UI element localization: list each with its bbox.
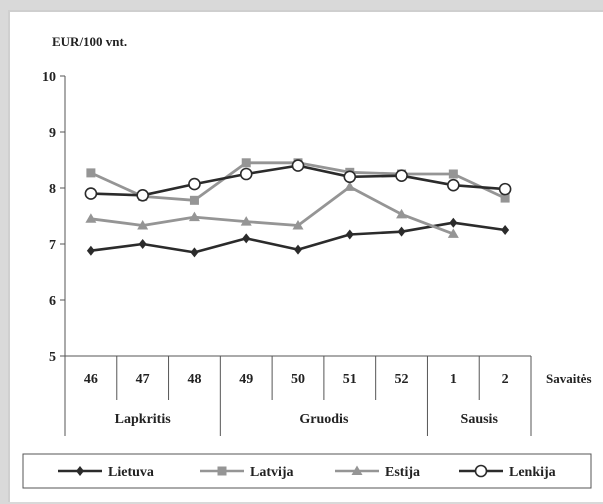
data-point-estija <box>188 211 200 222</box>
data-point-estija <box>396 208 408 219</box>
data-point-estija <box>85 213 97 223</box>
data-point-lenkija <box>291 159 305 172</box>
legend-marker-latvija <box>217 466 227 476</box>
y-axis-label: EUR/100 vnt. <box>52 34 127 49</box>
data-point-lenkija <box>188 177 201 191</box>
data-point-latvija <box>189 195 199 205</box>
x-tick-label: 1 <box>450 372 457 387</box>
legend-marker-estija <box>351 465 363 475</box>
month-label: Lapkritis <box>115 412 172 427</box>
series-lenkija <box>84 159 512 202</box>
x-tick-label: 48 <box>187 372 201 387</box>
data-point-estija <box>447 228 459 238</box>
data-point-estija <box>344 181 356 191</box>
x-tick-label: 51 <box>343 372 357 387</box>
data-point-lenkija <box>447 178 460 192</box>
x-tick-label: 46 <box>84 372 98 387</box>
y-tick-label: 7 <box>49 238 56 253</box>
x-tick-label: 49 <box>239 372 253 387</box>
month-label: Sausis <box>461 412 499 427</box>
data-point-lietuva <box>190 247 199 258</box>
data-point-lenkija <box>239 167 253 181</box>
series-layer <box>84 158 512 258</box>
line-chart: EUR/100 vnt. 5 6 7 8 9 10 46 47 48 49 50 51 52 1 2 Lapk… <box>22 34 592 489</box>
x-tick-label: 2 <box>502 372 509 387</box>
data-point-lenkija <box>84 187 98 200</box>
y-tick-label: 8 <box>49 182 56 197</box>
legend-item-lenkija: Lenkija <box>459 464 556 480</box>
data-point-lenkija <box>136 188 149 202</box>
legend-marker-lietuva <box>76 466 84 476</box>
series-estija <box>85 181 459 238</box>
data-point-estija <box>137 220 149 230</box>
y-tick-label: 5 <box>49 350 56 365</box>
data-point-lietuva <box>345 229 354 240</box>
y-tick-label: 10 <box>42 70 56 85</box>
legend-label-latvija: Latvija <box>250 465 294 480</box>
axes: 5 6 7 8 9 10 46 47 48 49 50 51 52 1 2 Lapkritis Gruodis S… <box>42 70 532 436</box>
data-point-lietuva <box>86 245 95 256</box>
legend-label-lietuva: Lietuva <box>108 465 154 480</box>
data-point-estija <box>240 216 252 226</box>
legend-marker-lenkija <box>474 464 488 478</box>
x-tick-label: 50 <box>291 372 305 387</box>
legend-item-estija: Estija <box>335 465 420 480</box>
data-point-lietuva <box>138 239 147 249</box>
data-point-lenkija <box>395 169 408 182</box>
legend-item-lietuva: Lietuva <box>58 465 154 480</box>
data-point-lietuva <box>501 225 510 235</box>
chart-frame: EUR/100 vnt. 5 6 7 8 9 10 46 47 48 49 50 51 52 1 2 Lapk… <box>8 10 603 502</box>
y-tick-label: 6 <box>49 294 56 309</box>
data-point-latvija <box>448 169 458 179</box>
data-point-lietuva <box>242 233 251 244</box>
series-lietuva <box>86 217 510 258</box>
data-point-latvija <box>241 158 251 168</box>
data-point-lietuva <box>294 244 302 255</box>
data-point-lietuva <box>397 226 406 237</box>
legend: Lietuva Latvija Estija Lenkija <box>22 453 592 489</box>
x-axis-label: Savaitės <box>546 371 592 386</box>
legend-item-latvija: Latvija <box>200 465 294 480</box>
x-tick-label: 47 <box>136 372 150 387</box>
legend-label-lenkija: Lenkija <box>509 465 556 480</box>
data-point-lenkija <box>343 170 357 184</box>
month-label: Gruodis <box>299 412 349 427</box>
data-point-lenkija <box>498 182 512 196</box>
legend-label-estija: Estija <box>385 465 420 480</box>
series-line-estija <box>90 185 454 236</box>
data-point-latvija <box>86 168 96 178</box>
x-tick-label: 52 <box>395 372 409 387</box>
data-point-lietuva <box>449 217 458 228</box>
data-point-latvija <box>500 193 510 203</box>
data-point-estija <box>292 220 304 230</box>
y-tick-label: 9 <box>49 126 56 141</box>
